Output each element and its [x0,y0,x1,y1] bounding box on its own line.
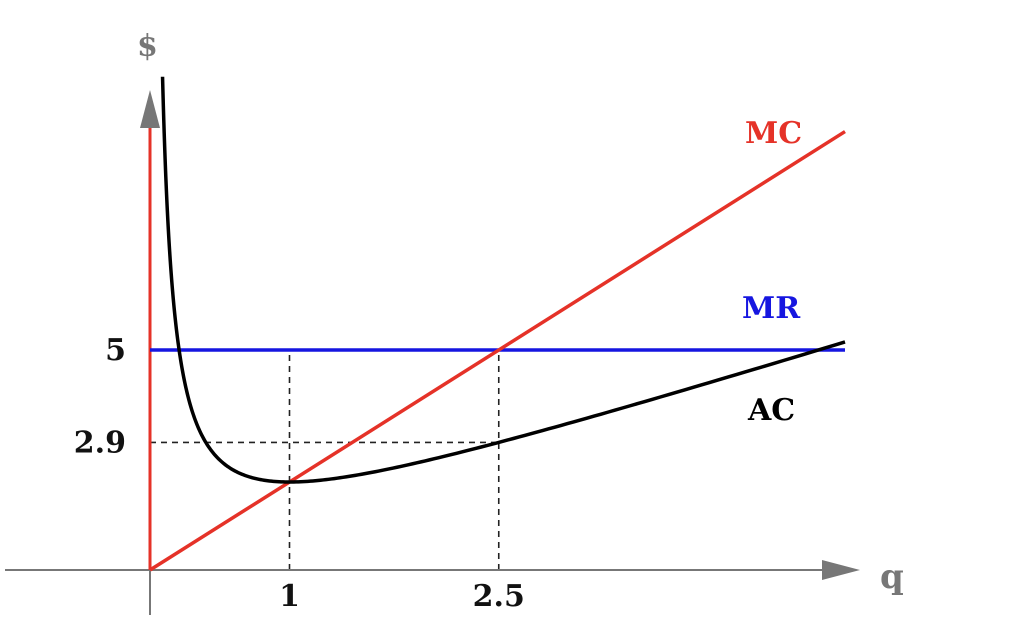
guide-lines [150,350,500,570]
x-tick-label: 2.5 [473,579,525,614]
y-tick-label: 2.9 [74,425,126,460]
y-axis-label: $ [137,29,158,64]
series-lines [149,76,846,572]
series-label-mc: MC [745,116,802,151]
x-axis-arrow [822,560,860,580]
mc-line [149,130,846,572]
ac-curve [160,76,846,484]
y-tick-label: 5 [105,333,126,368]
series-label-mr: MR [742,291,801,326]
axes [5,90,860,615]
x-tick-label: 1 [279,579,300,614]
chart-labels: q $ MC MR AC 1 2.5 5 2.9 [74,29,904,614]
x-axis-label: q [880,557,904,597]
y-axis-arrow [140,90,160,128]
series-label-ac: AC [747,393,795,428]
